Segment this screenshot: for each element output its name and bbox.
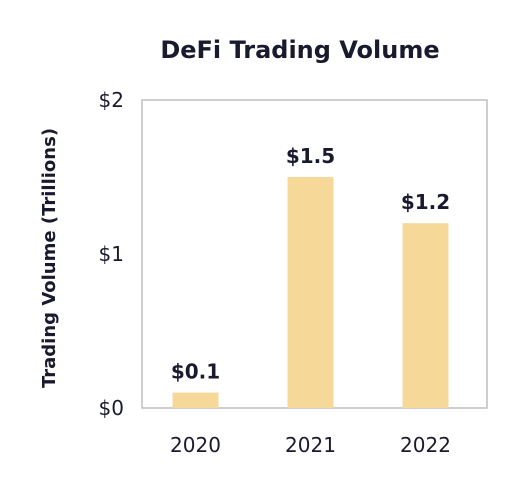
x-axis-ticks: 2020 2021 2022	[170, 433, 451, 457]
x-tick-label: 2020	[170, 433, 221, 457]
y-axis-label: Trading Volume (Trillions)	[39, 128, 60, 388]
x-tick-label: 2021	[285, 433, 336, 457]
chart-title: DeFi Trading Volume	[160, 36, 439, 64]
bar	[287, 177, 334, 408]
y-tick-label: $0	[99, 396, 124, 420]
bar-data-label: $1.2	[401, 190, 450, 214]
bar-data-label: $1.5	[286, 144, 335, 168]
y-tick-label: $1	[99, 242, 124, 266]
bar	[402, 223, 449, 408]
y-axis-ticks: $0 $1 $2	[99, 88, 124, 420]
x-tick-label: 2022	[400, 433, 451, 457]
y-tick-label: $2	[99, 88, 124, 112]
bar	[172, 392, 219, 408]
bar-data-label: $0.1	[171, 360, 220, 384]
bars-group: $0.1 $1.5 $1.2	[171, 144, 450, 408]
